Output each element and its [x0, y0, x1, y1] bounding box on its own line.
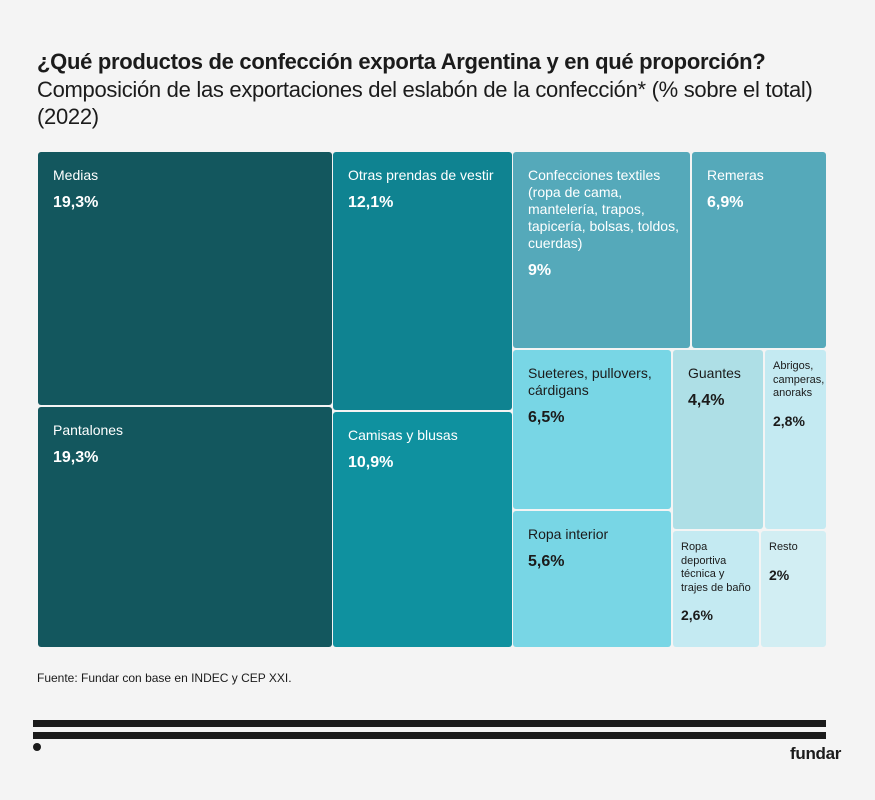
tile-value: 2,8% [773, 412, 805, 429]
tile-value: 19,3% [53, 449, 99, 466]
treemap-tile: Medias 19,3% [38, 152, 332, 405]
treemap-tile: Confecciones textiles (ropa de cama, man… [513, 152, 690, 348]
tile-name: Guantes [688, 365, 741, 381]
tile-name: Pantalones [53, 422, 124, 438]
tile-name: Otras prendas de vestir [348, 167, 494, 183]
tile-label: Ropa interior 5,6% [528, 526, 663, 570]
tile-value: 6,9% [707, 194, 744, 211]
tile-label: Pantalones 19,3% [53, 422, 324, 466]
tile-label: Camisas y blusas 10,9% [348, 427, 504, 471]
tile-name: Abrigos, camperas, anoraks [773, 360, 825, 399]
treemap-tile: Otras prendas de vestir 12,1% [333, 152, 512, 410]
chart-subtitle: Composición de las exportaciones del esl… [37, 77, 813, 129]
treemap-tile: Abrigos, camperas, anoraks 2,8% [765, 350, 826, 529]
tile-label: Ropa deportiva técnica y trajes de baño 2… [681, 541, 751, 623]
tile-value: 6,5% [528, 409, 565, 426]
tile-name: Medias [53, 167, 99, 183]
footer-rule-bottom [33, 732, 826, 739]
tile-value: 5,6% [528, 553, 565, 570]
tile-value: 4,4% [688, 392, 725, 409]
treemap-tile: Ropa interior 5,6% [513, 511, 671, 647]
tile-value: 2% [769, 566, 790, 583]
source-note: Fuente: Fundar con base en INDEC y CEP X… [37, 671, 292, 685]
tile-label: Medias 19,3% [53, 167, 324, 211]
tile-name: Camisas y blusas [348, 427, 458, 443]
tile-name: Resto [769, 541, 798, 553]
treemap-tile: Sueteres, pullovers, cárdigans 6,5% [513, 350, 671, 509]
tile-value: 9% [528, 262, 552, 279]
tile-label: Sueteres, pullovers, cárdigans 6,5% [528, 365, 663, 426]
tile-value: 12,1% [348, 194, 394, 211]
tile-label: Remeras 6,9% [707, 167, 818, 211]
tile-label: Guantes 4,4% [688, 365, 755, 409]
treemap-tile: Remeras 6,9% [692, 152, 826, 348]
treemap-tile: Pantalones 19,3% [38, 407, 332, 647]
chart-title: ¿Qué productos de confección exporta Arg… [37, 49, 766, 74]
tile-name: Ropa deportiva técnica y trajes de baño [681, 541, 751, 594]
tile-name: Remeras [707, 167, 764, 183]
tile-value: 19,3% [53, 194, 99, 211]
tile-label: Confecciones textiles (ropa de cama, man… [528, 167, 682, 279]
tile-value: 10,9% [348, 454, 394, 471]
tile-label: Otras prendas de vestir 12,1% [348, 167, 504, 211]
treemap-tile: Camisas y blusas 10,9% [333, 412, 512, 647]
tile-value: 2,6% [681, 607, 713, 623]
treemap-tile: Resto 2% [761, 531, 826, 647]
treemap-tile: Guantes 4,4% [673, 350, 763, 529]
fundar-logo: fundar [790, 744, 842, 763]
treemap-tile: Ropa deportiva técnica y trajes de baño 2… [673, 531, 759, 647]
tile-name: Ropa interior [528, 526, 609, 542]
tile-label: Resto 2% [769, 541, 818, 582]
tile-label: Abrigos, camperas, anoraks 2,8% [773, 360, 824, 429]
tile-name: Sueteres, pullovers, cárdigans [528, 365, 652, 398]
footer-rule-top [33, 720, 826, 727]
brand-dot-icon [33, 743, 41, 751]
tile-name: Confecciones textiles (ropa de cama, man… [528, 167, 679, 251]
